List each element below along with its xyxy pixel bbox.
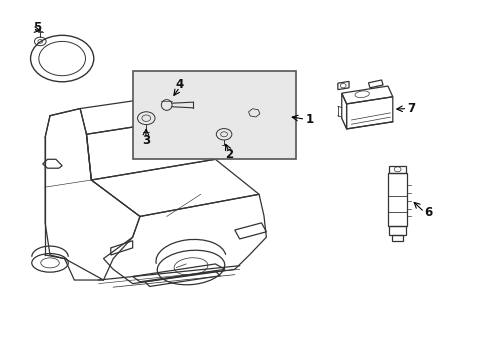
Text: 3: 3 [142, 134, 149, 147]
Text: 5: 5 [33, 21, 41, 33]
Bar [132, 71, 295, 158]
Text: 2: 2 [224, 148, 232, 161]
Text: 1: 1 [305, 113, 313, 126]
Text: 7: 7 [407, 102, 414, 115]
Text: 6: 6 [423, 206, 431, 219]
Text: 4: 4 [175, 78, 183, 91]
